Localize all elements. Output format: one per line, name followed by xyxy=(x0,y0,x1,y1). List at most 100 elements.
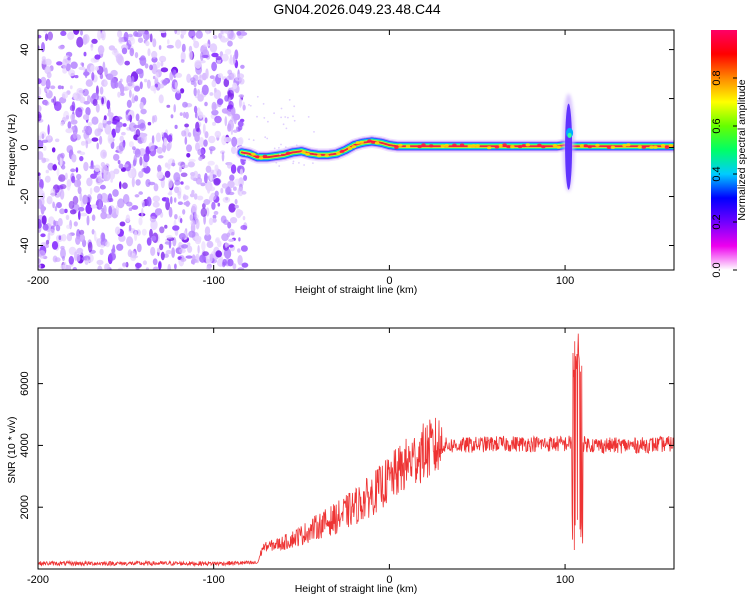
spectrogram-noise-blob xyxy=(174,186,180,194)
spectrogram-noise-blob xyxy=(194,59,202,69)
spectrogram-noise-blob xyxy=(138,171,144,178)
spectrogram-noise-blob xyxy=(66,233,73,242)
spectrogram-noise-blob xyxy=(105,241,110,248)
spectrogram-noise-blob xyxy=(80,140,86,146)
spectrogram-noise-blob xyxy=(234,178,242,186)
spectrogram-noise-blob xyxy=(87,122,93,126)
spectrogram-noise-blob xyxy=(142,260,147,266)
spectrogram-ridge-peak xyxy=(541,145,546,149)
spectrogram-noise-blob xyxy=(119,221,126,227)
spectrogram-noise-blob xyxy=(79,151,86,156)
spectrogram-noise-blob xyxy=(147,48,151,57)
spectrogram-noise-blob xyxy=(61,234,67,242)
spectrogram-noise-blob xyxy=(230,127,234,136)
spectrogram-noise-blob xyxy=(234,204,239,209)
spectrogram-noise-blob xyxy=(227,40,233,47)
snr-x-tick-label: 100 xyxy=(556,574,574,586)
spectrogram-noise-blob xyxy=(135,129,141,138)
spectrogram-noise-blob xyxy=(193,170,199,178)
spectrogram-noise-blob xyxy=(165,234,173,239)
spectrogram-noise-blob xyxy=(179,165,182,173)
spectrogram-noise-blob xyxy=(229,174,235,182)
spectrogram-noise-blob xyxy=(85,203,93,215)
spectrogram-noise-blob xyxy=(160,251,165,261)
spectrogram-noise-blob xyxy=(97,127,102,136)
spectrogram-noise-blob xyxy=(208,135,216,144)
spectrogram-noise-blob xyxy=(166,44,174,49)
spectrogram-ridge-peak xyxy=(487,146,492,150)
spectrogram-noise-blob xyxy=(188,158,196,163)
spectrogram-noise-blob xyxy=(64,208,68,214)
spectrogram-noise-blob xyxy=(96,238,103,248)
spectrogram-noise-blob xyxy=(91,94,96,99)
spectrogram-noise-blob xyxy=(230,164,237,174)
spectrogram-noise-blob xyxy=(230,217,238,224)
spectrogram-noise-blob xyxy=(156,171,164,180)
spectrogram-noise-blob xyxy=(163,253,169,258)
spectrogram-noise-blob xyxy=(100,244,105,248)
spectrogram-noise-blob xyxy=(204,172,208,184)
spectrogram-noise-blob xyxy=(73,221,78,227)
spectrogram-noise-blob xyxy=(83,34,90,44)
spectrogram-noise-blob xyxy=(193,193,198,200)
spectrogram-noise-blob xyxy=(134,95,139,102)
spectrogram-noise-blob xyxy=(167,178,173,189)
spectrogram-noise-blob xyxy=(131,76,135,84)
spectrogram-noise-blob xyxy=(174,124,178,129)
spectrogram-faint-pixel xyxy=(292,160,295,163)
spectrogram-noise-blob xyxy=(123,164,129,168)
spectrogram-noise-blob xyxy=(126,201,133,207)
spectrogram-ridge-peak xyxy=(286,151,291,155)
spectrogram-noise-blob xyxy=(51,147,56,153)
spectrogram-noise-blob xyxy=(160,67,169,73)
spectrogram-noise-blob xyxy=(41,139,49,143)
spectrogram-noise-blob xyxy=(65,63,71,72)
spectrogram-noise-blob xyxy=(240,225,248,230)
spectrogram-noise-blob xyxy=(220,215,227,224)
spectrogram-noise-blob xyxy=(208,217,214,226)
spectrogram-noise-blob xyxy=(66,224,72,229)
spectrogram-noise-blob xyxy=(79,192,82,202)
spectrogram-noise-blob xyxy=(176,30,181,35)
spectrogram-noise-blob xyxy=(54,206,58,212)
spectrogram-noise-blob xyxy=(129,47,135,57)
spectrogram-noise-blob xyxy=(195,218,200,230)
spectrogram-noise-blob xyxy=(139,101,144,110)
spectrogram-noise-blob xyxy=(189,214,193,222)
spectrogram-noise-blob xyxy=(180,88,185,94)
spectrogram-noise-blob xyxy=(70,113,76,121)
spectrogram-noise-blob xyxy=(205,68,209,79)
spectrogram-noise-blob xyxy=(98,200,103,210)
spectrogram-noise-blob xyxy=(82,129,85,133)
spectrogram-ridge-peak xyxy=(467,144,472,148)
spectrogram-noise-blob xyxy=(184,136,188,145)
spectrogram-noise-blob xyxy=(176,89,181,94)
spectrogram-noise-blob xyxy=(165,197,170,204)
spectrogram-noise-blob xyxy=(195,142,200,152)
spectrogram-noise-blob xyxy=(173,197,177,203)
spectrogram-noise-blob xyxy=(208,146,216,152)
spectrogram-noise-blob xyxy=(169,190,173,195)
spectrogram-noise-blob xyxy=(151,50,158,59)
spectrogram-noise-blob xyxy=(227,180,235,189)
spectrogram-noise-blob xyxy=(91,214,96,221)
spectrogram-ridge-peak xyxy=(622,143,627,148)
spectrogram-faint-pixel xyxy=(313,131,315,133)
spectrogram-noise-blob xyxy=(157,164,162,173)
spectrogram-noise-blob xyxy=(72,266,78,270)
spectrogram-noise-blob xyxy=(60,247,66,259)
spectrogram-noise-blob xyxy=(193,87,197,97)
spectrogram-noise-blob xyxy=(117,80,123,89)
spectrogram-noise-blob xyxy=(194,235,202,242)
spectrogram-ridge-peak xyxy=(660,144,666,148)
spectrogram-noise-blob xyxy=(196,195,204,201)
spectrogram-noise-blob xyxy=(45,239,50,245)
spectrogram-noise-blob xyxy=(128,37,136,45)
spectrogram-noise-blob xyxy=(135,179,141,186)
spectrogram-noise-blob xyxy=(224,30,232,35)
spectrogram-noise-blob xyxy=(97,193,103,202)
spectrogram-noise-blob xyxy=(237,120,244,127)
spectrogram-ridge-peak xyxy=(336,152,341,156)
spectrogram-faint-pixel xyxy=(295,144,298,147)
